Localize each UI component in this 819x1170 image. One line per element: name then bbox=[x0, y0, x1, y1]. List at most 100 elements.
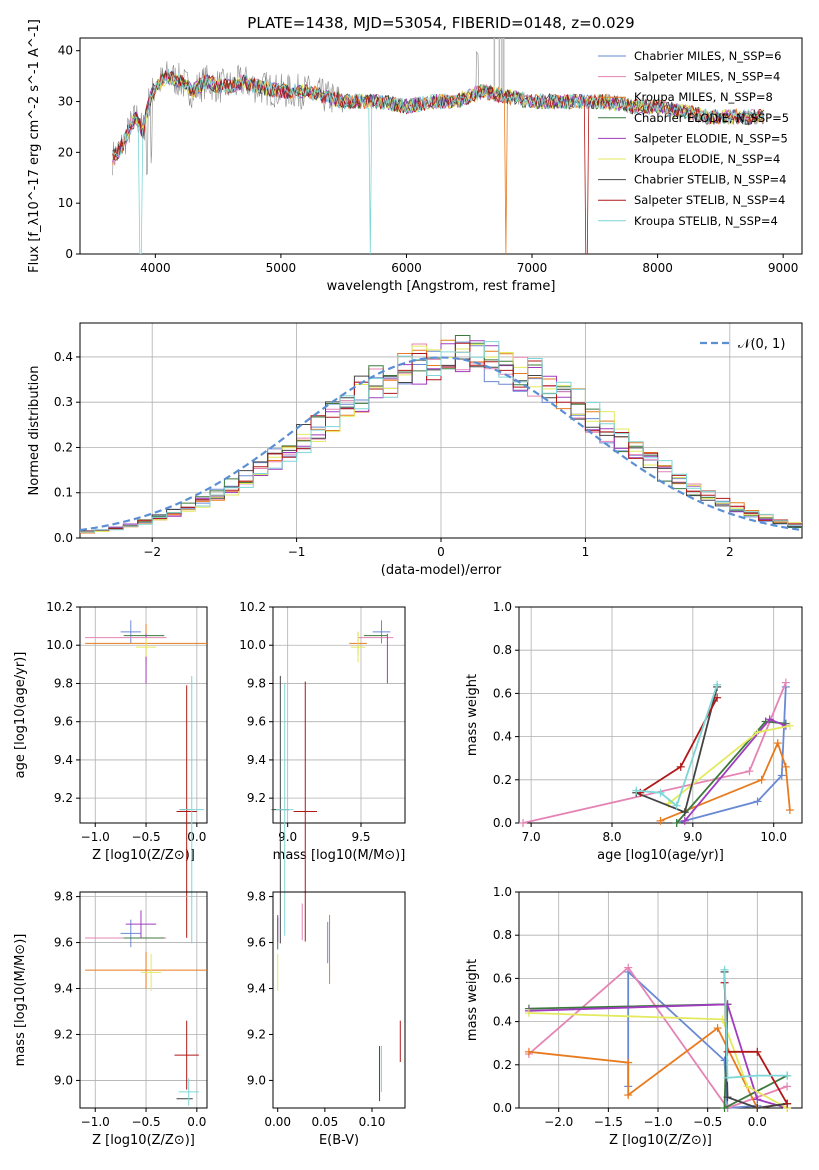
x-axis-label: mass [log10(M/M⊙)] bbox=[273, 848, 406, 863]
y-tick-label: 9.2 bbox=[247, 1027, 266, 1041]
y-tick-label: 0.0 bbox=[493, 1101, 512, 1115]
weight-series-line bbox=[528, 1012, 788, 1109]
y-tick-label: 9.2 bbox=[247, 791, 266, 805]
y-tick-label: 0.2 bbox=[493, 1058, 512, 1072]
weight-vs-Z-axes: −2.0 −1.5 −1.0 −0.5 0.0 0.0 0.2 0.4 0.6 0.8 1.0 Z [… bbox=[465, 885, 803, 1148]
x-tick-label: 8.0 bbox=[602, 830, 621, 844]
y-tick-label: 9.8 bbox=[54, 676, 73, 690]
legend-entry: Kroupa ELODIE, N_SSP=4 bbox=[634, 152, 780, 166]
y-tick-label: 9.4 bbox=[54, 982, 73, 996]
y-axis-label: age [log10(age/yr)] bbox=[13, 652, 28, 779]
y-tick-label: 30 bbox=[58, 95, 73, 109]
x-tick-label: −0.5 bbox=[131, 1115, 160, 1129]
x-axis-label: Z [log10(Z/Z⊙)] bbox=[609, 1133, 712, 1148]
legend-entry: Chabrier ELODIE, N_SSP=5 bbox=[634, 111, 789, 125]
y-tick-label: 9.6 bbox=[54, 715, 73, 729]
x-tick-label: −0.5 bbox=[693, 1115, 722, 1129]
weight-series-line bbox=[676, 686, 787, 824]
x-tick-label: 2 bbox=[726, 545, 734, 559]
y-tick-label: 40 bbox=[58, 44, 73, 58]
mass-vs-Z-axes: −1.0 −0.5 0.0 9.0 9.2 9.4 9.6 9.8 Z [log10(Z/Z⊙)… bbox=[13, 890, 208, 1148]
x-axis-label: Z [log10(Z/Z⊙)] bbox=[92, 848, 195, 863]
y-tick-label: 9.2 bbox=[54, 1027, 73, 1041]
x-tick-label: 0.00 bbox=[264, 1115, 291, 1129]
legend-entry: Salpeter STELIB, N_SSP=4 bbox=[634, 193, 785, 207]
y-tick-label: 0.6 bbox=[493, 971, 512, 985]
x-tick-label: 0.0 bbox=[187, 830, 206, 844]
y-tick-label: 10.2 bbox=[239, 600, 266, 614]
y-tick-label: 9.6 bbox=[54, 936, 73, 950]
x-tick-label: 9.0 bbox=[683, 830, 702, 844]
x-tick-label: −0.5 bbox=[131, 830, 160, 844]
x-tick-label: 0.0 bbox=[748, 1115, 767, 1129]
plot-frame bbox=[79, 891, 208, 1109]
legend-entry: Salpeter ELODIE, N_SSP=5 bbox=[634, 131, 788, 145]
y-tick-label: 0.2 bbox=[493, 773, 512, 787]
weight-vs-age-lines bbox=[519, 678, 794, 827]
x-tick-label: 7.0 bbox=[522, 830, 541, 844]
mass-vs-Z-points bbox=[85, 910, 207, 1106]
y-tick-label: 0.3 bbox=[54, 395, 73, 409]
x-tick-label: −1.0 bbox=[643, 1115, 672, 1129]
y-tick-label: 9.4 bbox=[247, 753, 266, 767]
x-tick-label: −1.0 bbox=[81, 830, 110, 844]
x-tick-label: 9.0 bbox=[278, 830, 297, 844]
x-axis-label: Z [log10(Z/Z⊙)] bbox=[92, 1133, 195, 1148]
y-tick-label: 9.0 bbox=[54, 1073, 73, 1087]
x-axis-label: (data-model)/error bbox=[381, 563, 502, 578]
plot-frame bbox=[79, 37, 803, 255]
age-vs-Z-points bbox=[85, 620, 207, 944]
x-tick-label: 7000 bbox=[517, 261, 548, 275]
y-tick-label: 9.8 bbox=[247, 676, 266, 690]
gaussian-curve bbox=[79, 356, 803, 532]
mass-vs-EBV-axes: 0.00 0.05 0.10 9.0 9.2 9.4 9.6 9.8 E(B-V) bbox=[247, 890, 406, 1148]
figure-title: PLATE=1438, MJD=53054, FIBERID=0148, z=0… bbox=[247, 14, 634, 32]
y-tick-label: 1.0 bbox=[493, 600, 512, 614]
y-tick-label: 9.8 bbox=[54, 890, 73, 904]
y-tick-label: 0.4 bbox=[493, 1015, 512, 1029]
y-tick-label: 0 bbox=[65, 247, 73, 261]
x-tick-label: 0 bbox=[437, 545, 445, 559]
y-tick-label: 9.8 bbox=[247, 890, 266, 904]
legend-entry: Salpeter MILES, N_SSP=4 bbox=[634, 70, 780, 84]
y-tick-label: 0.0 bbox=[54, 531, 73, 545]
y-axis-label: mass weight bbox=[465, 674, 480, 756]
spectrum-legend: Chabrier MILES, N_SSP=6 Salpeter MILES, N… bbox=[598, 49, 789, 228]
x-tick-label: 4000 bbox=[140, 261, 171, 275]
x-tick-label: 6000 bbox=[391, 261, 422, 275]
y-tick-label: 10.2 bbox=[46, 600, 73, 614]
plot-frame bbox=[518, 891, 803, 1109]
x-axis-label: age [log10(age/yr)] bbox=[597, 848, 724, 863]
plot-frame bbox=[79, 606, 208, 824]
y-tick-label: 9.0 bbox=[247, 1073, 266, 1087]
weight-vs-Z-lines bbox=[524, 963, 792, 1112]
x-tick-label: 5000 bbox=[266, 261, 297, 275]
y-axis-label: mass weight bbox=[465, 959, 480, 1041]
y-tick-label: 9.2 bbox=[54, 791, 73, 805]
y-tick-label: 9.4 bbox=[54, 753, 73, 767]
model-series-line bbox=[112, 69, 764, 254]
x-tick-label: 8000 bbox=[642, 261, 673, 275]
weight-series-line bbox=[636, 684, 718, 808]
y-axis-label: Normed distribution bbox=[27, 366, 42, 496]
x-tick-label: 10.0 bbox=[760, 830, 787, 844]
y-tick-label: 0.8 bbox=[493, 928, 512, 942]
x-tick-label: −1.5 bbox=[594, 1115, 623, 1129]
x-tick-label: 9.5 bbox=[351, 830, 370, 844]
y-axis-label: mass [log10(M/M⊙)] bbox=[13, 934, 28, 1067]
y-tick-label: 0.8 bbox=[493, 643, 512, 657]
legend-entry: Chabrier STELIB, N_SSP=4 bbox=[634, 173, 786, 187]
legend-entry: Kroupa STELIB, N_SSP=4 bbox=[634, 214, 778, 228]
x-tick-label: 9000 bbox=[768, 261, 799, 275]
x-tick-label: −2.0 bbox=[544, 1115, 573, 1129]
y-tick-label: 9.6 bbox=[247, 715, 266, 729]
y-tick-label: 0.4 bbox=[493, 730, 512, 744]
x-tick-label: 0.0 bbox=[187, 1115, 206, 1129]
x-tick-label: −1 bbox=[288, 545, 306, 559]
age-vs-mass-points bbox=[271, 620, 394, 944]
x-tick-label: −2 bbox=[143, 545, 161, 559]
x-axis-label: wavelength [Angstrom, rest frame] bbox=[327, 279, 556, 294]
age-vs-mass-axes: 9.0 9.5 9.2 9.4 9.6 9.8 10.0 10.2 mass [log10(M/… bbox=[239, 600, 406, 863]
y-tick-label: 1.0 bbox=[493, 885, 512, 899]
